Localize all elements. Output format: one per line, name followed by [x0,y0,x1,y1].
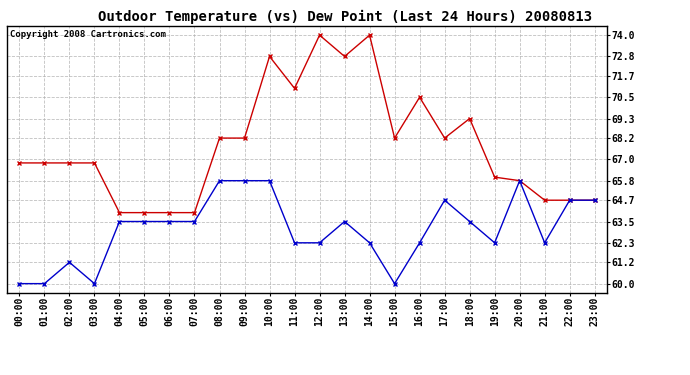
Text: Copyright 2008 Cartronics.com: Copyright 2008 Cartronics.com [10,30,166,39]
Text: Outdoor Temperature (vs) Dew Point (Last 24 Hours) 20080813: Outdoor Temperature (vs) Dew Point (Last… [98,9,592,24]
